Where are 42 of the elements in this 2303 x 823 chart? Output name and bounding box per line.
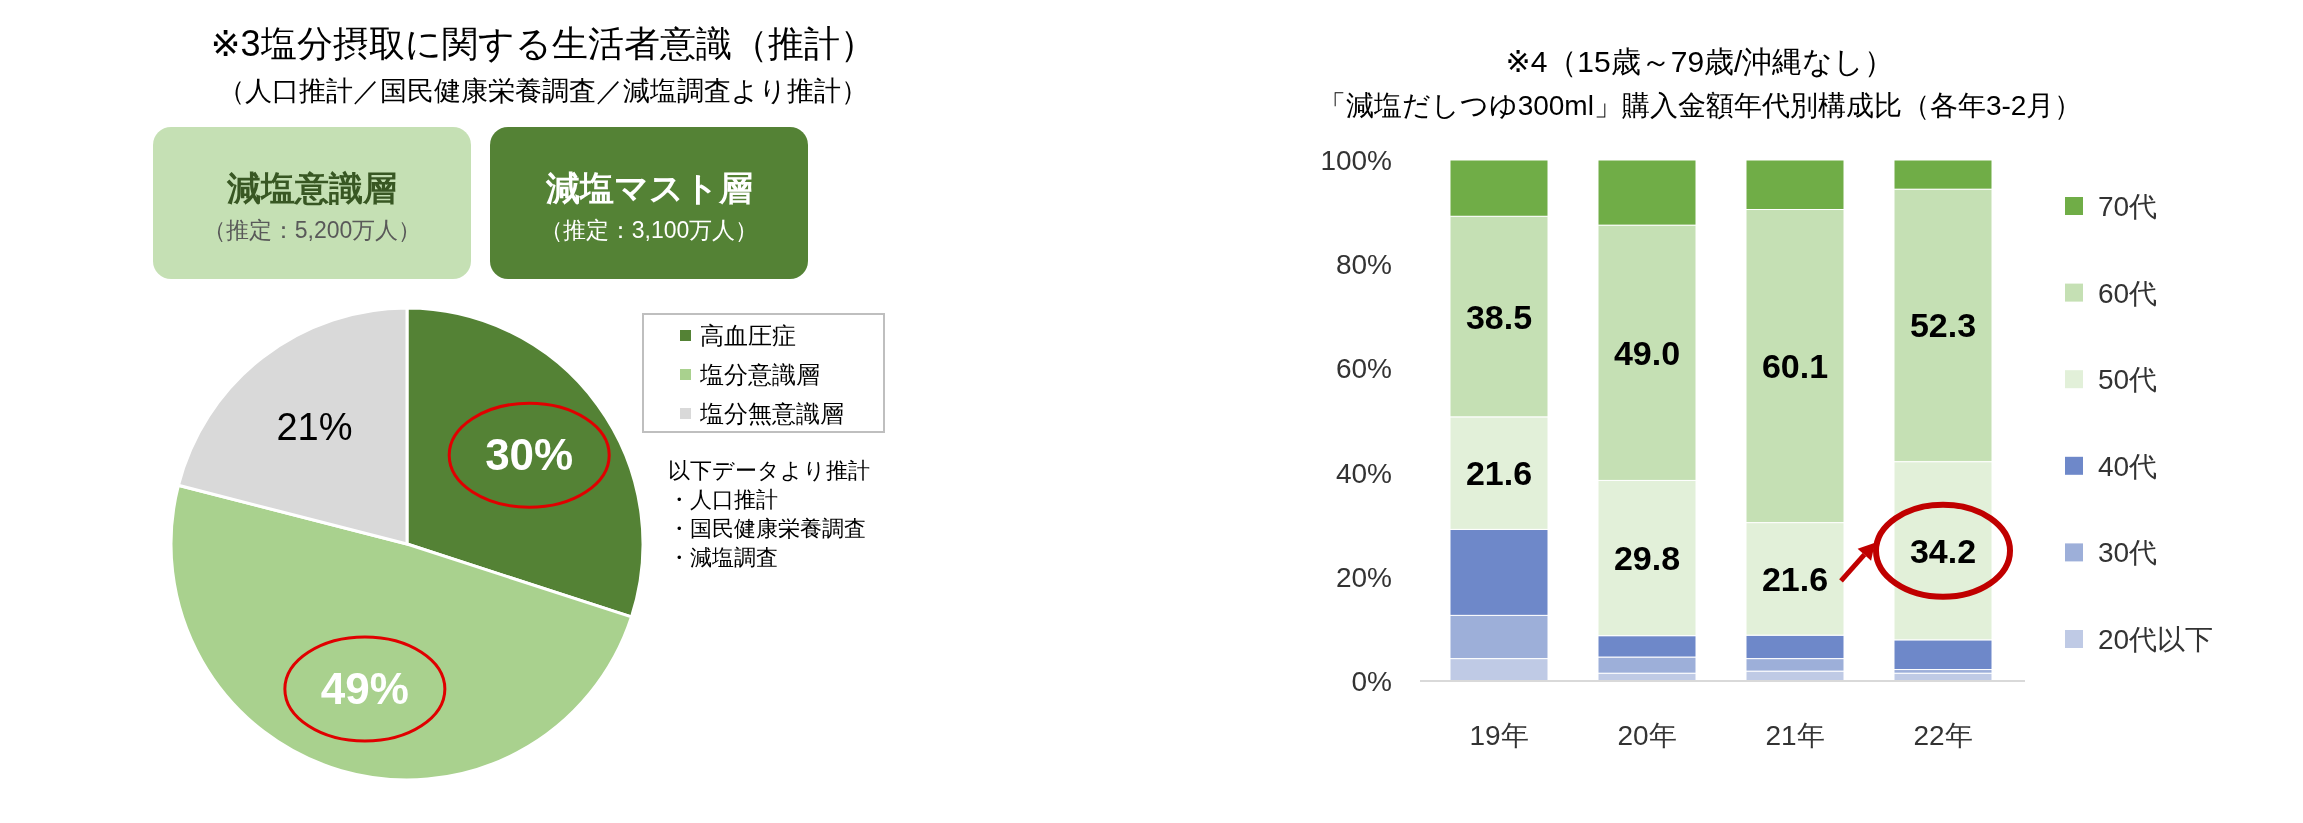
y-tick-label: 0%: [1351, 666, 1392, 697]
y-tick-label: 80%: [1335, 249, 1392, 281]
chart-title: ※4（15歳～79歳/沖縄なし）: [1505, 45, 1895, 78]
y-tick-label: 40%: [1335, 457, 1392, 489]
data-label: 60.1: [1761, 347, 1829, 386]
data-label: 49%: [320, 664, 409, 714]
legend-label: 50代: [2098, 364, 2158, 396]
x-tick-label: 21年: [1765, 720, 1825, 751]
text: （推定：5,200万人）: [202, 217, 422, 243]
text: 減塩マスト層: [544, 169, 753, 207]
chart-subtitle: 「減塩だしつゆ300ml」購入金額年代別構成比（各年3-2月）: [1317, 90, 2083, 121]
x-tick-label: 20年: [1617, 720, 1677, 751]
legend-label: 20代以下: [2098, 624, 2214, 655]
legend-label: 30代: [2098, 537, 2158, 569]
legend-label: 塩分無意識層: [699, 400, 844, 427]
data-label: 21%: [276, 405, 353, 448]
legend-label: 高血圧症: [700, 322, 796, 349]
data-label: 29.8: [1613, 539, 1681, 578]
chart-subtitle: （人口推計／国民健康栄養調査／減塩調査より推計）: [218, 76, 868, 106]
text: ・人口推計: [668, 487, 778, 512]
legend-label: 60代: [2098, 277, 2158, 309]
text: 減塩意識層: [226, 169, 397, 207]
text: 以下データより推計: [668, 458, 870, 483]
data-label: 21.6: [1761, 559, 1829, 598]
text: ・減塩調査: [668, 545, 778, 570]
chart-title: ※3塩分摂取に関する生活者意識（推計）: [210, 23, 876, 64]
data-label: 21.6: [1465, 454, 1533, 493]
data-label: 34.2: [1909, 531, 1977, 570]
y-tick-label: 100%: [1320, 145, 1392, 176]
data-label: 52.3: [1909, 306, 1977, 345]
data-label: 30%: [485, 430, 574, 480]
data-label: 38.5: [1465, 297, 1533, 336]
text: ・国民健康栄養調査: [668, 516, 866, 541]
y-tick-label: 60%: [1335, 353, 1392, 385]
x-tick-label: 22年: [1913, 720, 1973, 751]
x-tick-label: 19年: [1469, 720, 1529, 751]
y-tick-label: 20%: [1335, 561, 1392, 593]
legend-label: 40代: [2098, 450, 2158, 482]
data-label: 49.0: [1613, 333, 1681, 372]
text: （推定：3,100万人）: [539, 217, 759, 243]
legend-label: 塩分意識層: [699, 361, 820, 388]
legend-label: 70代: [2098, 191, 2158, 222]
